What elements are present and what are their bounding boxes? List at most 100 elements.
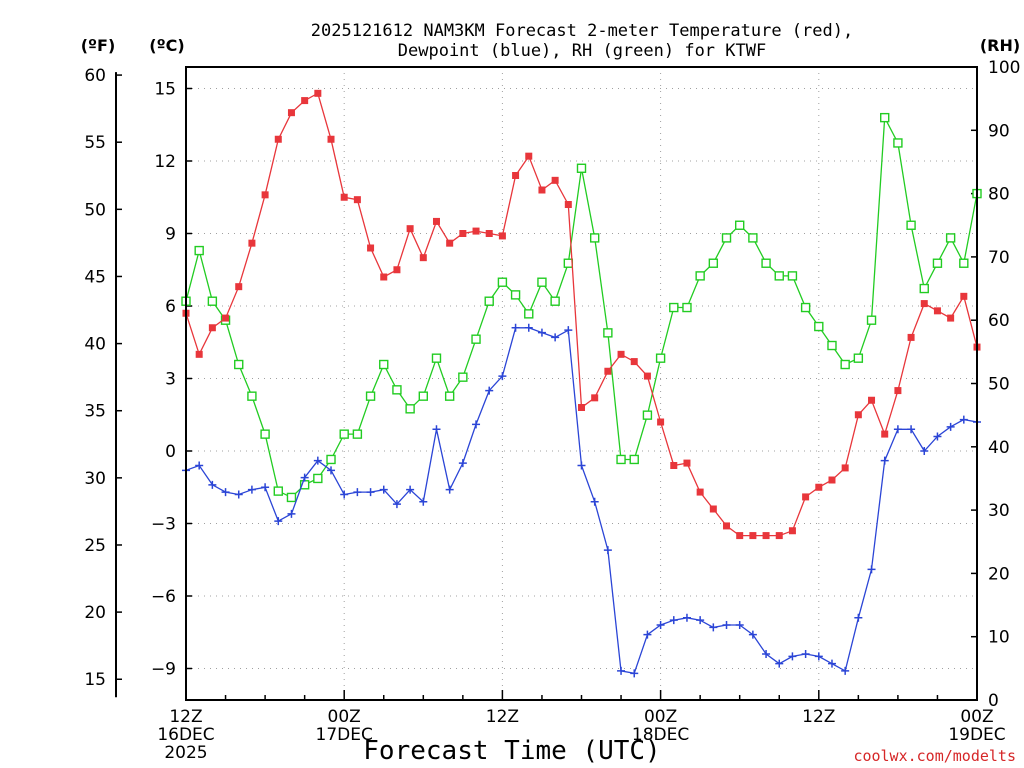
temperature-series [182, 89, 981, 540]
temperature-point [749, 532, 757, 540]
rh-point [655, 353, 666, 363]
dewpoint-point [353, 488, 362, 497]
x-tick-label: 00Z [328, 707, 361, 727]
rh-point [392, 385, 402, 395]
temperature-point [947, 314, 955, 322]
dewpoint-point [485, 386, 494, 395]
temperature-point [933, 307, 941, 315]
rh-point [787, 271, 798, 281]
temperature-point [564, 201, 572, 208]
temperature-point [235, 283, 243, 291]
celsius-tick-label: −6 [151, 587, 176, 607]
temperature-point [788, 527, 796, 535]
temperature-point [762, 532, 770, 540]
rh-point [524, 309, 534, 319]
rh-point [352, 429, 363, 439]
temperature-point [459, 230, 467, 237]
dewpoint-point [893, 425, 902, 434]
dewpoint-point [313, 456, 322, 465]
dewpoint-point [920, 447, 929, 455]
rh-point [313, 473, 323, 484]
rh-point [774, 271, 784, 281]
rh-point [629, 454, 639, 465]
rh-point [418, 391, 428, 401]
rh-point [761, 258, 771, 268]
fahrenheit-tick-label: 60 [84, 66, 106, 86]
celsius-tick-label: −3 [151, 515, 176, 535]
rh-point [405, 404, 415, 414]
rh-point [286, 492, 297, 503]
dewpoint-point [247, 485, 256, 494]
rh-point [827, 340, 837, 351]
rh-point [708, 258, 719, 268]
x-tick-label: 17DEC [316, 725, 373, 745]
rh-point [919, 283, 929, 294]
dewpoint-point [682, 613, 691, 622]
rh-point [603, 328, 613, 338]
temperature-point [406, 225, 414, 233]
rh-point [339, 429, 349, 439]
rh-point [589, 233, 600, 243]
dewpoint-point [432, 425, 441, 434]
temperature-point [512, 172, 520, 179]
rh-point [800, 302, 811, 313]
temperature-point [327, 135, 335, 143]
rh-point [932, 258, 943, 268]
dewpoint-point [735, 621, 744, 629]
fahrenheit-tick-label: 35 [84, 402, 106, 422]
rh-point [458, 372, 468, 382]
dewpoint-point [287, 509, 296, 518]
rh-point [537, 277, 547, 287]
temperature-point [775, 532, 783, 540]
rh-point [814, 321, 824, 332]
dewpoint-point [643, 630, 652, 639]
dewpoint-point [617, 666, 626, 675]
dewpoint-point [841, 666, 850, 675]
dewpoint-point [907, 425, 916, 434]
temperature-point [617, 350, 625, 358]
rh-point [497, 277, 508, 287]
temperature-point [446, 239, 454, 247]
dewpoint-point [603, 546, 612, 555]
celsius-tick-label: 12 [154, 152, 176, 172]
rh-point [840, 359, 850, 370]
rh-tick-label: 90 [988, 121, 1010, 141]
temperature-point [393, 266, 401, 274]
temperature-point [380, 273, 388, 281]
dewpoint-point [274, 517, 283, 526]
temperature-point [630, 358, 638, 366]
rh-point [326, 454, 336, 465]
dewpoint-point [854, 613, 863, 622]
x-tick-label: 19DEC [948, 725, 1005, 745]
dewpoint-point [327, 466, 336, 475]
dewpoint-point [406, 485, 415, 494]
dewpoint-point [511, 323, 520, 332]
rh-point [893, 138, 903, 148]
x-axis-title: Forecast Time (UTC) [363, 736, 660, 766]
celsius-unit-label: (ºC) [149, 36, 184, 55]
x-tick-label: 12Z [802, 707, 835, 727]
dewpoint-point [445, 485, 454, 494]
rh-point [853, 353, 864, 363]
rh-unit-label: (RH) [980, 36, 1020, 55]
dewpoint-point [498, 372, 507, 381]
dewpoint-point [300, 473, 309, 482]
celsius-axis: 15 12 9 6 3 0 −3 −6 −9 [151, 80, 192, 680]
temperature-point [353, 196, 361, 204]
dewpoint-point [366, 488, 375, 497]
rh-tick-label: 70 [988, 248, 1010, 268]
dewpoint-point [762, 650, 771, 658]
rh-tick-label: 100 [988, 58, 1020, 78]
fahrenheit-axis: 60 55 50 45 40 35 30 25 20 15 [84, 66, 122, 698]
celsius-tick-label: 15 [154, 80, 176, 100]
rh-tick-label: 40 [988, 438, 1010, 458]
temperature-point [432, 217, 440, 225]
rh-point [945, 233, 956, 243]
fahrenheit-tick-label: 50 [84, 200, 106, 220]
rh-point [365, 391, 376, 401]
celsius-tick-label: 9 [165, 225, 176, 245]
dewpoint-point [419, 497, 428, 506]
fahrenheit-tick-label: 55 [84, 133, 106, 153]
